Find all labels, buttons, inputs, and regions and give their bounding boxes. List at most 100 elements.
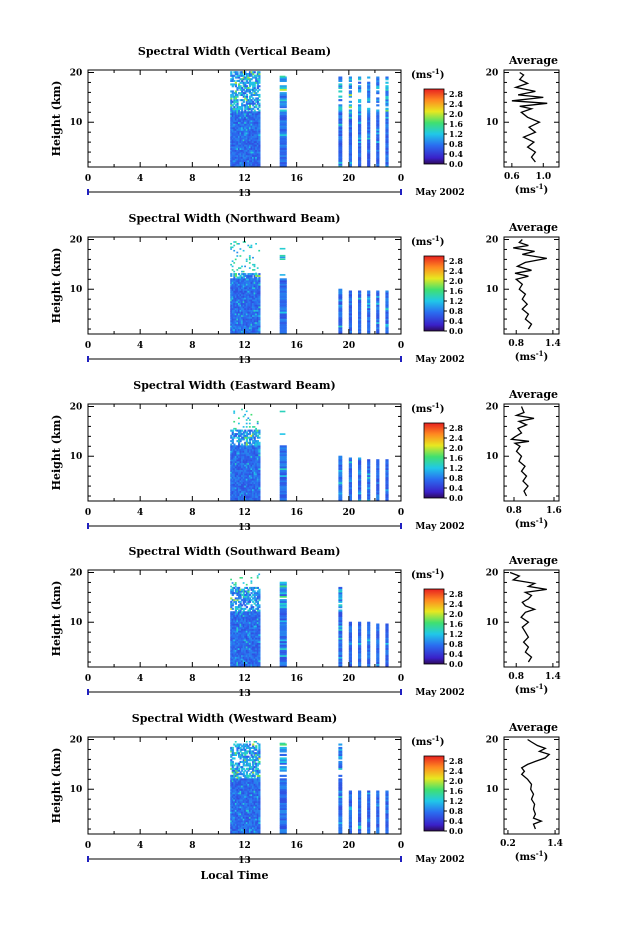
heatmap-cell	[233, 121, 236, 124]
heatmap-cell	[238, 790, 241, 793]
heatmap-cell	[250, 121, 253, 124]
heatmap-cell	[258, 99, 261, 102]
heatmap-cell	[241, 821, 244, 824]
heatmap-cell	[234, 307, 237, 310]
heatmap-cell	[239, 588, 242, 591]
heatmap-cell	[258, 295, 261, 298]
heatmap-cell	[279, 332, 287, 335]
heatmap-cell	[234, 461, 237, 464]
heatmap-cell	[242, 633, 245, 636]
heatmap-cell	[247, 304, 250, 307]
heatmap-cell	[244, 800, 247, 803]
heatmap-cell	[234, 807, 237, 810]
heatmap-cell	[367, 483, 371, 486]
heatmap-cell	[256, 74, 259, 77]
heatmap-cell	[231, 781, 234, 784]
heatmap-cell	[258, 637, 261, 640]
heatmap-cell	[255, 313, 258, 316]
heatmap-cell	[230, 160, 233, 163]
heatmap-cell	[242, 274, 245, 277]
heatmap-cell	[348, 649, 352, 652]
heatmap-cell	[255, 76, 258, 79]
heatmap-cell	[358, 328, 362, 331]
heatmap-cell	[230, 753, 233, 756]
heatmap-cell	[258, 441, 261, 444]
heatmap-cell	[230, 618, 233, 621]
heatmap-cell	[248, 419, 251, 421]
heatmap-cell	[252, 445, 255, 448]
heatmap-cell	[253, 649, 256, 652]
heatmap-cell	[236, 128, 239, 131]
heatmap-cell	[234, 611, 237, 614]
heatmap-cell	[255, 455, 258, 458]
heatmap-cell	[245, 125, 248, 128]
heatmap-cell	[258, 644, 261, 647]
heatmap-cell	[245, 106, 248, 109]
heatmap-cell	[250, 616, 253, 619]
heatmap-cell	[338, 495, 343, 498]
heatmap-cell	[236, 762, 239, 765]
heatmap-cell	[239, 807, 242, 810]
heatmap-cell	[239, 433, 242, 436]
heatmap-cell	[256, 278, 259, 281]
heatmap-cell	[253, 109, 256, 112]
heatmap-cell	[252, 144, 255, 147]
heatmap-cell	[234, 142, 237, 145]
heatmap-cell	[247, 613, 250, 616]
heatmap-cell	[231, 93, 234, 96]
heatmap-cell	[244, 806, 247, 809]
heatmap-cell	[252, 462, 255, 465]
heatmap-cell	[255, 623, 258, 626]
heatmap-cell	[239, 447, 242, 450]
heatmap-cell	[236, 630, 239, 633]
heatmap-cell	[279, 656, 287, 659]
heatmap-cell	[248, 452, 252, 455]
heatmap-cell	[242, 158, 245, 161]
heatmap-cell	[230, 287, 233, 290]
heatmap-cell	[258, 499, 261, 502]
heatmap-cell	[279, 410, 286, 413]
heatmap-cell	[239, 621, 242, 624]
heatmap-cell	[236, 299, 239, 302]
heatmap-cell	[385, 123, 389, 126]
heatmap-cell	[247, 300, 250, 303]
heatmap-cell	[233, 788, 236, 791]
heatmap-cell	[253, 623, 256, 626]
heatmap-cell	[338, 165, 343, 168]
heatmap-cell	[338, 132, 343, 135]
colorbar	[423, 588, 445, 665]
heatmap-cell	[258, 447, 261, 450]
heatmap-cell	[238, 314, 241, 317]
heatmap-cell	[231, 79, 234, 82]
heatmap-cell	[238, 639, 241, 642]
heatmap-cell	[242, 314, 245, 317]
heatmap-cell	[242, 783, 245, 786]
heatmap-cell	[250, 323, 253, 326]
heatmap-cell	[241, 325, 244, 328]
heatmap-cell	[248, 163, 252, 166]
heatmap-cell	[258, 478, 261, 481]
heatmap-cell	[338, 120, 343, 123]
heatmap-cell	[247, 417, 250, 419]
heatmap-cell	[241, 288, 244, 291]
heatmap-cell	[247, 132, 250, 135]
heatmap-cell	[242, 241, 245, 243]
average-x-tick-label: 0.8	[506, 506, 522, 516]
heatmap-cell	[255, 133, 258, 136]
heatmap-cell	[367, 123, 371, 126]
heatmap-cell	[239, 646, 242, 649]
heatmap-cell	[242, 307, 245, 310]
heatmap-cell	[256, 464, 259, 467]
heatmap-cell	[241, 785, 244, 788]
heatmap-cell	[252, 448, 255, 451]
heatmap-cell	[239, 800, 242, 803]
heatmap-cell	[241, 158, 244, 161]
heatmap-cell	[253, 490, 256, 493]
heatmap-cell	[238, 440, 241, 443]
heatmap-cell	[234, 480, 237, 483]
heatmap-cell	[247, 476, 250, 479]
heatmap-cell	[234, 459, 237, 462]
heatmap-cell	[231, 632, 234, 635]
heatmap-cell	[256, 102, 259, 105]
heatmap-cell	[248, 320, 252, 323]
